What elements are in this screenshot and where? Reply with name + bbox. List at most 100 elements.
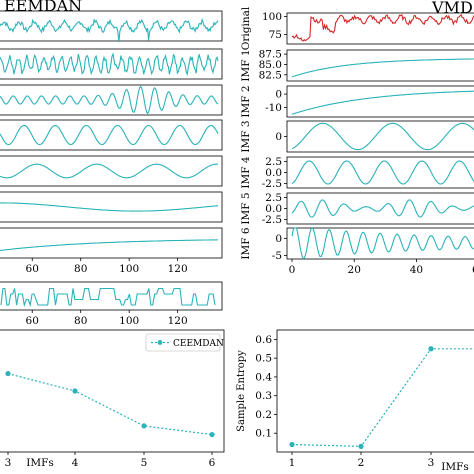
ceemdan-panel-frame <box>0 84 223 116</box>
x-tick-label: 20 <box>348 264 361 276</box>
ceemdan-entropy-point <box>141 423 147 429</box>
vmd-original-series <box>291 13 474 42</box>
ceemdan-entropy-line <box>7 373 213 436</box>
ceemdan-imf-series <box>0 124 219 146</box>
ceemdan-entropy-point <box>5 370 11 377</box>
ceemdan-imf-series <box>0 85 219 115</box>
vmd-panel-frame <box>286 12 474 45</box>
vmd-entropy-point <box>289 441 295 448</box>
legend: CEEMDAN <box>145 333 224 352</box>
ceemdan-panel-frame <box>0 155 223 187</box>
ceemdan-panel-frame <box>0 48 223 80</box>
entropy-right-frame <box>276 329 474 453</box>
left-title: EEMDAN <box>4 0 82 15</box>
x-axis-label: IMFs <box>26 457 54 469</box>
y-tick-label: -5 <box>272 250 282 262</box>
vmd-panel-frame <box>286 85 474 118</box>
y-tick-label: 0.2 <box>255 409 272 421</box>
x-tick-label: 2 <box>358 457 365 469</box>
y-tick-label: 0.4 <box>255 371 272 383</box>
x-tick-label: 120 <box>168 263 188 275</box>
y-tick-label: 0 <box>275 89 282 101</box>
y-tick-label: 0.5 <box>255 353 272 365</box>
y-tick-label: 0 <box>275 233 282 245</box>
ceemdan-imf-series <box>0 17 219 43</box>
y-tick-label: -2.5 <box>262 214 282 226</box>
vmd-panel-frame <box>286 192 474 225</box>
vmd-row-label: IMF 4 <box>240 156 252 189</box>
vmd-imf-series <box>291 199 474 218</box>
x-tick-label: 80 <box>74 315 87 327</box>
x-tick-label: 3 <box>5 457 12 469</box>
x-tick-label: 0 <box>289 264 296 276</box>
y-tick-label: 2.5 <box>265 156 282 168</box>
x-tick-label: 60 <box>26 263 39 275</box>
ceemdan-panel-frame <box>0 119 223 151</box>
ceemdan-entropy-point <box>72 388 78 394</box>
x-tick-label: 60 <box>26 315 39 327</box>
y-tick-label: -10 <box>265 102 282 114</box>
ceemdan-panel-frame <box>0 191 223 223</box>
vmd-entropy-chart: 0.1 0.2 0.3 0.4 0.5 0.6 Sample Entropy 1 2 3 IMFs <box>236 329 474 473</box>
vmd-row-label: IMF 6 <box>240 227 252 260</box>
ceemdan-imf-series <box>0 202 219 212</box>
vmd-imf-series <box>291 122 474 151</box>
ceemdan-extra-panel: 60 80 100 120 <box>0 281 223 327</box>
ceemdan-imf-series <box>0 239 218 252</box>
vmd-panel-frame <box>286 120 474 153</box>
vmd-entropy-point <box>428 346 434 352</box>
x-tick-label: 120 <box>168 315 188 327</box>
x-tick-label: 60 <box>472 264 474 276</box>
x-tick-label: 80 <box>74 263 87 275</box>
ceemdan-step-series <box>0 287 216 308</box>
y-tick-label: 75 <box>269 29 282 41</box>
ceemdan-imf-series <box>0 52 219 76</box>
vmd-row-label: IMF 3 <box>240 120 252 152</box>
y-tick-label: 0.1 <box>255 428 272 440</box>
vmd-entropy-line <box>291 348 474 448</box>
vmd-imf-series <box>291 90 474 115</box>
vmd-row-label: Original <box>240 6 252 50</box>
x-tick-label: 40 <box>410 264 423 276</box>
y-tick-label: 82.5 <box>259 69 282 81</box>
vmd-panel-frame <box>286 227 474 260</box>
legend-box <box>145 333 221 352</box>
ceemdan-entropy-chart: 3 4 5 6 IMFs CEEMDAN <box>0 329 225 469</box>
x-tick-label: 100 <box>119 263 139 275</box>
ceemdan-entropy-point <box>209 431 215 438</box>
vmd-panel-frame <box>286 156 474 189</box>
y-tick-label: 0.6 <box>255 334 272 346</box>
x-tick-label: 3 <box>428 457 435 469</box>
legend-marker <box>157 340 163 345</box>
ceemdan-step-frame <box>0 281 223 311</box>
vmd-panel-frame <box>286 49 474 82</box>
x-axis-label: IMFs <box>441 461 469 473</box>
y-tick-label: 2.5 <box>265 192 282 204</box>
vmd-imf-series <box>291 227 474 260</box>
y-tick-label: 0 <box>275 131 282 143</box>
legend-label: CEEMDAN <box>173 339 224 349</box>
x-tick-label: 4 <box>72 457 79 469</box>
vmd-row-label: IMF 5 <box>240 192 252 224</box>
vmd-row-label: IMF 2 <box>240 85 252 117</box>
y-tick-label: 0.0 <box>265 203 282 215</box>
ceemdan-imf-series <box>0 163 219 179</box>
y-tick-label: 100 <box>262 11 282 23</box>
vmd-imf-series <box>291 58 474 78</box>
y-tick-label: 87.5 <box>259 49 282 61</box>
ceemdan-decomposition-panels: 60 80 100 120 <box>0 10 223 275</box>
x-tick-label: 5 <box>141 457 148 469</box>
vmd-entropy-point <box>358 443 364 449</box>
y-tick-label: 0.0 <box>265 167 282 179</box>
vmd-row-label: IMF 1 <box>240 49 252 81</box>
vmd-imf-series <box>291 160 474 185</box>
ceemdan-panel-frame <box>0 10 223 42</box>
y-axis-label: Sample Entropy <box>236 350 247 432</box>
y-tick-label: 85.0 <box>259 59 282 71</box>
y-tick-label: 0.3 <box>255 390 272 402</box>
y-tick-label: -2.5 <box>262 178 282 190</box>
ceemdan-panel-frame <box>0 227 223 259</box>
right-title: VMD <box>431 0 473 17</box>
entropy-left-frame <box>0 329 225 453</box>
